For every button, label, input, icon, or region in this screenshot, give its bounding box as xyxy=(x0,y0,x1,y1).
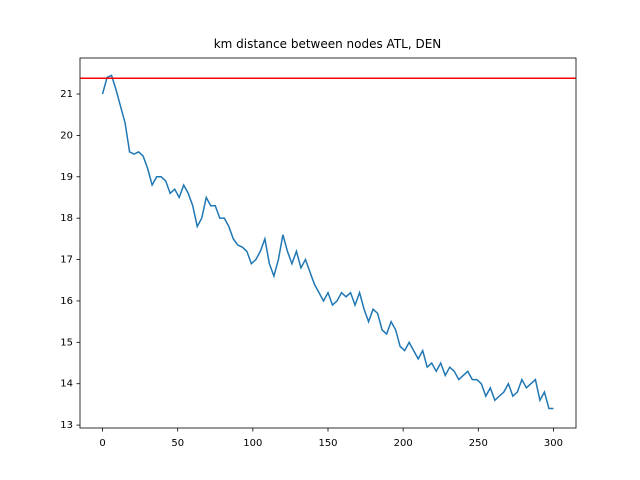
y-tick-label: 13 xyxy=(60,420,73,431)
y-tick-label: 17 xyxy=(60,255,73,266)
axes-frame xyxy=(79,57,577,429)
y-tick-label: 20 xyxy=(60,130,73,141)
chart-title: km distance between nodes ATL, DEN xyxy=(214,37,442,51)
x-tick-label: 100 xyxy=(243,438,262,449)
y-tick-label: 16 xyxy=(60,296,73,307)
line-series xyxy=(101,74,554,410)
y-tick-label: 19 xyxy=(60,172,73,183)
x-tick-label: 250 xyxy=(469,438,488,449)
y-tick-label: 14 xyxy=(60,379,73,390)
y-tick-label: 15 xyxy=(60,337,73,348)
x-tick-label: 150 xyxy=(318,438,337,449)
y-tick-label: 21 xyxy=(60,89,73,100)
x-tick-label: 200 xyxy=(394,438,413,449)
x-tick-label: 50 xyxy=(171,438,184,449)
x-tick-label: 0 xyxy=(99,438,105,449)
x-tick-label: 300 xyxy=(544,438,563,449)
y-tick-label: 18 xyxy=(60,213,73,224)
